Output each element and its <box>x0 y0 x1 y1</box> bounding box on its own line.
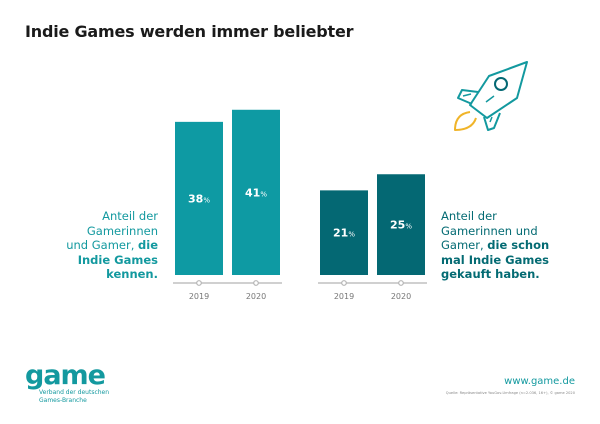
bar-2019 <box>320 190 368 275</box>
game-logo: game <box>25 360 106 391</box>
bar-2020 <box>232 109 280 276</box>
source-note: Quelle: Repräsentative YouGov-Umfrage (n… <box>445 391 575 395</box>
description-line: Anteil der <box>441 209 497 223</box>
rocket-icon <box>454 61 528 131</box>
description-line: Gamerinnen und <box>441 223 538 238</box>
axis-tick <box>398 280 404 286</box>
bar-2020 <box>377 174 425 275</box>
logo-subtitle-line: Verband der deutschen <box>39 389 110 396</box>
right-chart-description: Anteil der Gamerinnen und Gamer, die schon… <box>441 209 549 282</box>
axis-tick <box>253 280 259 286</box>
axis-tick <box>341 280 347 286</box>
description-line: kennen. <box>106 267 158 281</box>
left-chart-description: Anteil der Gamerinnen und Gamer, die Indie … <box>66 209 158 282</box>
description-line: Anteil der <box>102 209 158 223</box>
description-line: mal Indie Games <box>441 252 549 267</box>
axis-tick <box>196 280 202 286</box>
data-label: 25% <box>390 219 412 232</box>
description-line: Gamer, die schon <box>441 238 550 252</box>
website-link[interactable]: www.game.de <box>504 376 575 387</box>
x-tick-label: 2019 <box>189 292 209 301</box>
logo-subtitle-line: Games-Branche <box>39 397 87 404</box>
description-line: Indie Games <box>77 252 158 267</box>
data-label: 38% <box>188 192 210 205</box>
bar-2019 <box>175 121 223 275</box>
description-line: gekauft haben. <box>441 267 540 281</box>
description-line: und Gamer, die <box>66 238 158 252</box>
description-line: Gamerinnen <box>86 223 158 238</box>
x-tick-label: 2020 <box>246 292 266 301</box>
x-tick-label: 2020 <box>391 292 411 301</box>
data-label: 41% <box>245 186 267 199</box>
x-tick-label: 2019 <box>334 292 354 301</box>
logo-subtitle: Verband der deutschen Games-Branche <box>39 389 109 405</box>
data-label: 21% <box>333 227 355 240</box>
page-title: Indie Games werden immer beliebter <box>25 22 354 41</box>
